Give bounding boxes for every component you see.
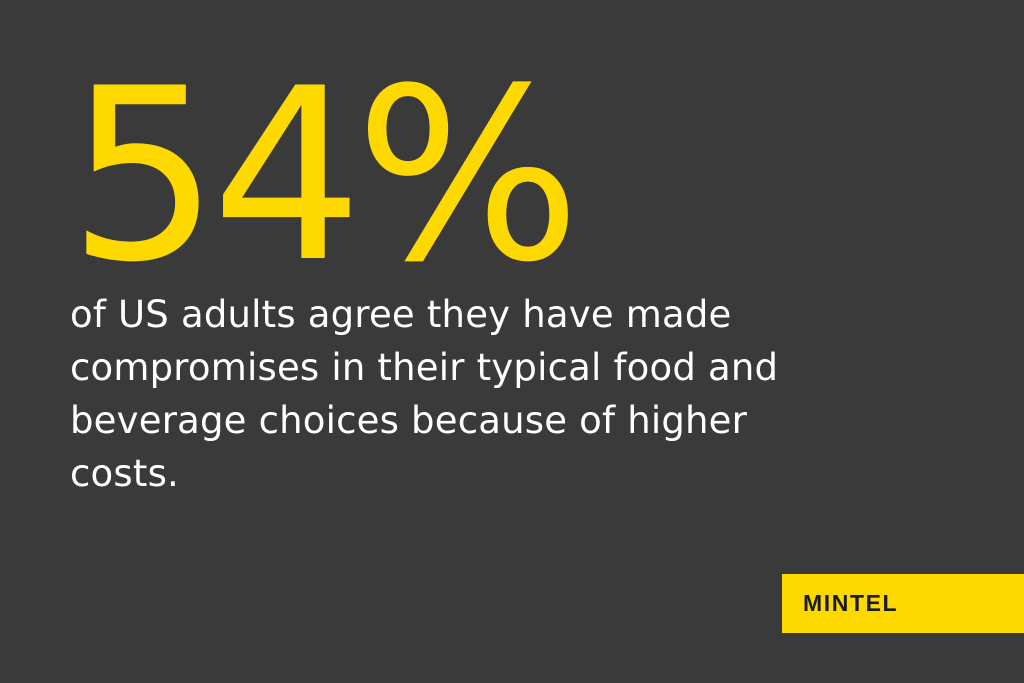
brand-logo-block: MINTEL — [782, 574, 1024, 633]
headline-percentage: 54% — [68, 38, 581, 315]
brand-logo-text: MINTEL — [803, 590, 899, 616]
statistic-description: of US adults agree they have made compro… — [70, 293, 779, 495]
